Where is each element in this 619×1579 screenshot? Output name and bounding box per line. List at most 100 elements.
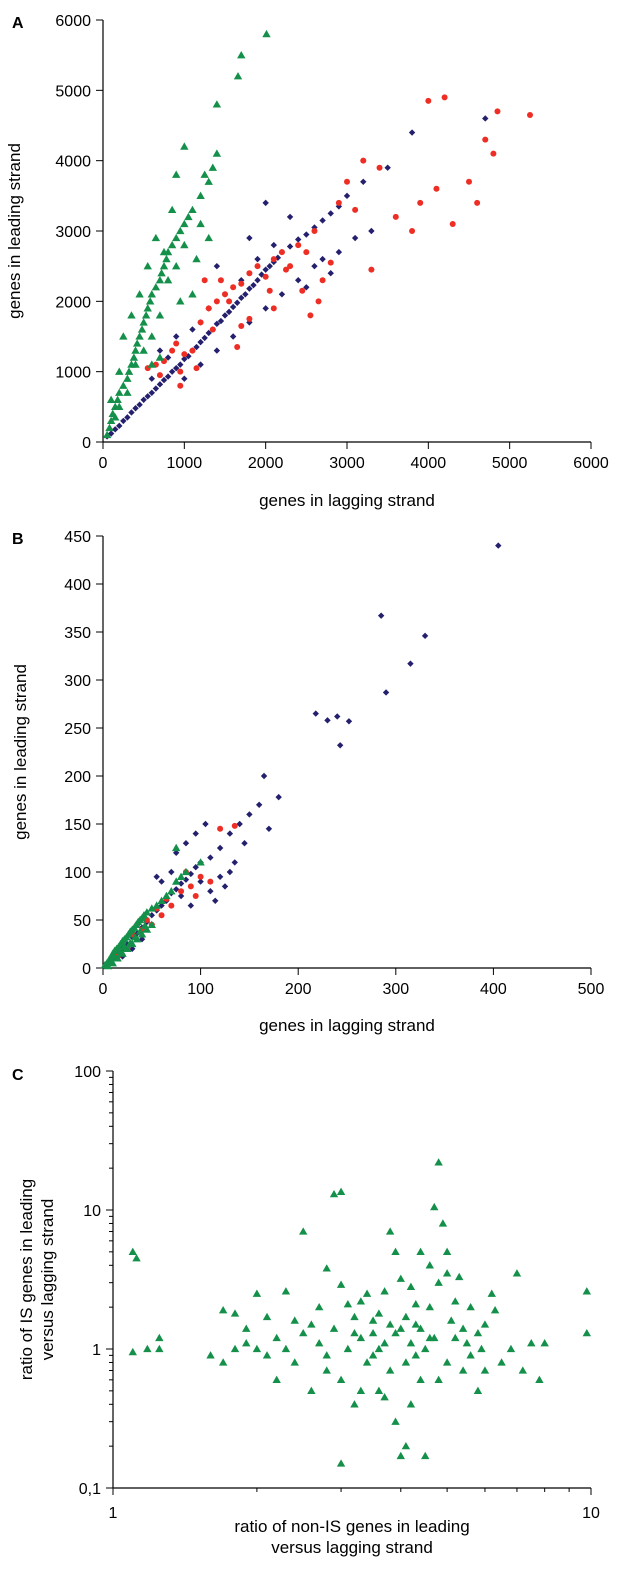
data-point-triangle bbox=[132, 339, 142, 347]
data-point-circle bbox=[490, 150, 497, 157]
y-tick-label: 3000 bbox=[55, 224, 91, 241]
data-point-triangle bbox=[105, 423, 114, 432]
series-circle bbox=[144, 94, 533, 389]
data-point-diamond bbox=[129, 945, 136, 952]
data-point-circle bbox=[177, 382, 184, 389]
data-point-triangle bbox=[135, 927, 145, 935]
data-point-diamond bbox=[144, 393, 151, 400]
data-point-diamond bbox=[270, 241, 277, 249]
data-point-triangle bbox=[362, 1358, 372, 1366]
chart-panel-b: B 0 100 200 300 400 500 0 50 100 150 200 250 300 350 40… bbox=[11, 529, 604, 1035]
data-point-triangle bbox=[119, 381, 128, 389]
series-triangle bbox=[128, 1158, 592, 1467]
data-point-diamond bbox=[140, 396, 147, 403]
data-point-diamond bbox=[262, 266, 269, 273]
data-point-triangle bbox=[106, 395, 116, 403]
data-point-diamond bbox=[177, 880, 185, 887]
data-point-circle bbox=[197, 873, 204, 880]
data-point-triangle bbox=[124, 367, 134, 375]
data-point-diamond bbox=[158, 878, 165, 885]
x-tick-label: 1000 bbox=[167, 455, 203, 472]
data-point-circle bbox=[474, 199, 481, 206]
data-point-triangle bbox=[356, 1333, 366, 1342]
data-point-circle bbox=[222, 291, 228, 298]
data-point-triangle bbox=[401, 1312, 411, 1321]
data-point-diamond bbox=[181, 355, 188, 363]
data-point-diamond bbox=[216, 844, 224, 852]
data-point-triangle bbox=[167, 887, 176, 895]
y-axis-title: versus lagging strand bbox=[38, 1199, 57, 1361]
data-point-diamond bbox=[173, 333, 180, 340]
data-point-triangle bbox=[290, 1316, 299, 1324]
data-point-triangle bbox=[159, 247, 169, 256]
data-point-triangle bbox=[233, 72, 243, 80]
data-point-triangle bbox=[262, 29, 271, 38]
data-point-triangle bbox=[252, 1344, 262, 1353]
data-point-diamond bbox=[221, 312, 229, 319]
data-point-triangle bbox=[184, 212, 193, 221]
y-tick-label: 1000 bbox=[55, 365, 91, 382]
data-point-triangle bbox=[208, 163, 217, 171]
data-point-triangle bbox=[406, 1339, 416, 1347]
x-tick-label: 400 bbox=[480, 981, 507, 998]
data-point-circle bbox=[335, 199, 342, 206]
data-point-triangle bbox=[540, 1339, 549, 1347]
data-point-circle bbox=[201, 277, 208, 284]
data-point-circle bbox=[205, 305, 212, 312]
data-point-circle bbox=[315, 298, 322, 305]
data-point-triangle bbox=[411, 1320, 420, 1328]
data-point-diamond bbox=[229, 333, 237, 340]
data-point-diamond bbox=[207, 854, 214, 861]
data-point-triangle bbox=[143, 1344, 152, 1353]
data-point-triangle bbox=[262, 1312, 272, 1321]
data-point-diamond bbox=[216, 873, 224, 880]
data-point-triangle bbox=[103, 961, 113, 970]
data-point-diamond bbox=[160, 376, 168, 384]
data-point-triangle bbox=[176, 872, 186, 880]
data-point-triangle bbox=[162, 891, 171, 900]
data-point-triangle bbox=[142, 925, 152, 933]
data-point-triangle bbox=[527, 1339, 536, 1347]
y-tick-label: 250 bbox=[64, 721, 91, 738]
y-axis-title: genes in leading strand bbox=[11, 664, 30, 840]
data-point-triangle bbox=[462, 1339, 472, 1347]
data-point-triangle bbox=[368, 1351, 378, 1359]
data-point-diamond bbox=[177, 361, 184, 368]
data-point-triangle bbox=[380, 1393, 389, 1401]
data-point-diamond bbox=[213, 320, 221, 328]
data-point-circle bbox=[231, 822, 238, 829]
data-point-triangle bbox=[416, 1324, 425, 1332]
data-point-diamond bbox=[164, 373, 172, 380]
data-point-diamond bbox=[132, 405, 139, 412]
series-triangle bbox=[102, 29, 271, 439]
data-point-diamond bbox=[156, 381, 164, 388]
data-point-triangle bbox=[196, 219, 205, 228]
data-point-diamond bbox=[148, 912, 155, 919]
data-point-triangle bbox=[137, 325, 147, 333]
data-point-triangle bbox=[115, 402, 124, 410]
series-diamond bbox=[103, 115, 489, 440]
x-tick-label: 0 bbox=[99, 455, 108, 472]
y-tick-label: 350 bbox=[64, 625, 91, 642]
data-point-triangle bbox=[212, 100, 222, 108]
data-point-triangle bbox=[380, 1287, 389, 1295]
data-point-triangle bbox=[480, 1320, 490, 1328]
data-point-circle bbox=[466, 178, 472, 185]
data-point-circle bbox=[246, 270, 253, 277]
data-point-diamond bbox=[177, 892, 185, 900]
data-point-triangle bbox=[262, 1351, 272, 1359]
data-point-triangle bbox=[322, 1264, 331, 1272]
data-point-circle bbox=[207, 878, 214, 885]
data-point-triangle bbox=[434, 1158, 443, 1166]
panel-letter: B bbox=[12, 531, 24, 548]
data-point-triangle bbox=[120, 942, 129, 951]
data-point-circle bbox=[238, 280, 245, 287]
x-tick-label: 0 bbox=[99, 981, 108, 998]
data-point-circle bbox=[217, 277, 224, 284]
data-point-triangle bbox=[281, 1344, 291, 1353]
data-point-triangle bbox=[204, 233, 213, 242]
data-point-diamond bbox=[128, 409, 135, 416]
data-point-triangle bbox=[167, 205, 177, 214]
data-point-triangle bbox=[218, 1358, 228, 1366]
